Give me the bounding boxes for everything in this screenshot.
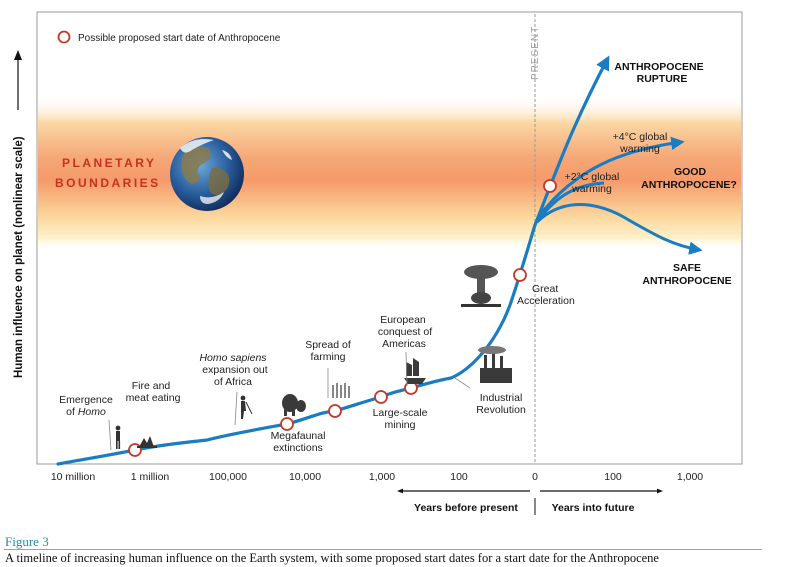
x-tick-label: 1 million [131,471,170,483]
plot-frame [36,11,743,465]
label-good-line1: GOOD [674,166,707,178]
legend-marker-icon [57,30,71,44]
x-tick-label: 1,000 [677,471,703,483]
x-tick-label: 100,000 [209,471,247,483]
label-good-line2: ANTHROPOCENE? [641,179,737,191]
start-date-marker [128,443,142,457]
campfire-icon [137,436,157,448]
label-homo-sapiens-line1: Homo sapiens [199,352,267,364]
plus2-curve [536,181,605,221]
label-european-line3: Americas [382,338,426,350]
rupture-curve [533,55,610,226]
label-rupture-line2: RUPTURE [637,73,688,85]
present-label: PRESENT [530,26,541,80]
years-into-future-label: Years into future [552,502,635,514]
label-megafaunal-line1: Megafaunal [271,430,326,442]
label-farming-line1: Spread of [305,339,351,351]
label-plus4-line1: +4°C global [613,131,668,143]
human-influence-curve [56,223,537,466]
start-date-marker [280,417,294,431]
safe-curve [535,203,703,255]
label-megafaunal-line2: extinctions [273,442,323,454]
label-great-acceleration-line1: Great [532,283,558,295]
label-great-acceleration-line2: Acceleration [517,295,575,307]
planetary-boundaries-line2: BOUNDARIES [55,176,161,190]
figure-caption-title: Figure 3 [5,534,49,549]
figure-caption-text: A timeline of increasing human influence… [5,551,659,565]
start-date-marker [328,404,342,418]
homo-sapiens-figure-icon [240,395,253,419]
label-fire-line1: Fire and [132,380,171,392]
start-date-marker [374,390,388,404]
label-farming-line2: farming [310,351,345,363]
label-fire-line2: meat eating [126,392,181,404]
label-european-line1: European [380,314,426,326]
caption-divider [4,549,762,550]
pointer-line [454,377,471,389]
label-homo-sapiens-line2: expansion out [202,364,267,376]
x-tick-label: 10 million [51,471,96,483]
years-before-present-label: Years before present [414,502,518,514]
pointer-line [108,419,112,451]
label-plus2-line2: warming [571,183,612,195]
plus4-curve [538,136,685,216]
planetary-boundary-band [38,95,741,250]
label-emergence-line1: Emergence [59,394,113,406]
label-mining-line2: mining [385,419,416,431]
x-tick-label: 10,000 [289,471,321,483]
mushroom-cloud-icon [461,265,501,307]
label-plus2-line1: +2°C global [565,171,620,183]
mammoth-icon [282,394,306,416]
pointer-line [234,391,238,426]
y-axis-arrow-icon [14,50,22,60]
label-emergence-line2: of Homo [66,406,106,418]
label-plus4-line2: warming [619,143,660,155]
label-safe-line1: SAFE [673,262,701,274]
ship-icon [404,358,426,384]
legend-label: Possible proposed start date of Anthropo… [78,33,281,44]
label-european-line2: conquest of [378,326,432,338]
factory-icon [478,346,512,383]
start-date-marker [513,268,527,282]
wheat-icon [332,383,350,398]
x-tick-label: 0 [532,471,538,483]
label-mining-line1: Large-scale [373,407,428,419]
x-axis-ticks: 10 million 1 million 100,000 10,000 1,00… [51,471,703,483]
x-tick-label: 100 [450,471,468,483]
label-rupture-line1: ANTHROPOCENE [614,61,703,73]
planetary-boundaries-line1: PLANETARY [62,156,157,170]
pointer-line [405,351,408,387]
label-industrial-line2: Revolution [476,404,526,416]
start-date-marker [543,179,557,193]
homo-figure-icon [115,425,121,449]
x-tick-label: 1,000 [369,471,395,483]
label-safe-line2: ANTHROPOCENE [642,275,731,287]
y-axis-label: Human influence on planet (nonlinear sca… [13,136,25,378]
label-homo-sapiens-line3: of Africa [214,376,252,388]
earth-icon [170,137,244,211]
label-industrial-line1: Industrial [480,392,523,404]
x-tick-label: 100 [604,471,622,483]
